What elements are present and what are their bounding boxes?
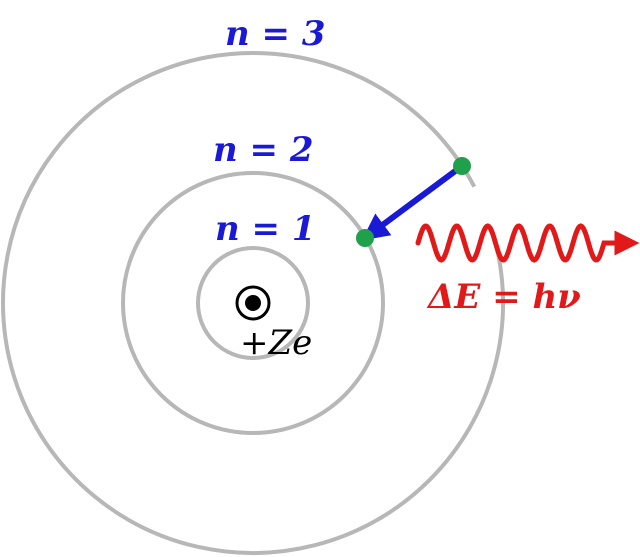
electron-inner: [356, 229, 374, 247]
photon-wave: [418, 226, 632, 260]
nucleus-label: +Ze: [240, 323, 312, 363]
orbit-label-n1: n = 1: [215, 209, 316, 249]
electron-outer: [453, 157, 471, 175]
orbit-label-n3: n = 3: [225, 14, 326, 54]
nucleus-dot: [245, 295, 261, 311]
energy-label: ΔE = hν: [426, 277, 581, 317]
transition-arrow: [368, 170, 457, 236]
orbit-label-n2: n = 2: [213, 130, 314, 170]
